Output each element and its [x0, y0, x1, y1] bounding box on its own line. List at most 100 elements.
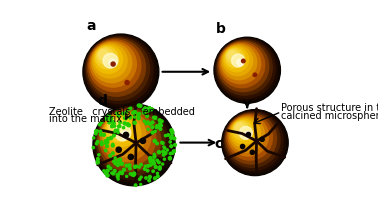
- Circle shape: [163, 146, 165, 148]
- Circle shape: [171, 131, 174, 134]
- Circle shape: [138, 166, 140, 168]
- Circle shape: [139, 178, 141, 180]
- Circle shape: [152, 170, 154, 172]
- Circle shape: [156, 125, 158, 128]
- Circle shape: [125, 117, 127, 120]
- Circle shape: [116, 112, 118, 114]
- Circle shape: [140, 183, 142, 186]
- Circle shape: [169, 157, 172, 160]
- Circle shape: [155, 127, 158, 129]
- Circle shape: [227, 115, 273, 160]
- Circle shape: [111, 125, 113, 128]
- Circle shape: [217, 40, 272, 95]
- Circle shape: [95, 130, 98, 132]
- Circle shape: [174, 144, 177, 146]
- Circle shape: [85, 36, 153, 104]
- Circle shape: [101, 141, 103, 143]
- Circle shape: [108, 114, 110, 117]
- Circle shape: [149, 158, 151, 160]
- Circle shape: [161, 142, 164, 144]
- Circle shape: [233, 121, 253, 140]
- Circle shape: [242, 59, 245, 63]
- Circle shape: [101, 112, 151, 161]
- Circle shape: [111, 172, 113, 174]
- Circle shape: [114, 125, 116, 127]
- Circle shape: [117, 178, 119, 180]
- Circle shape: [147, 108, 149, 110]
- Circle shape: [117, 115, 120, 117]
- Circle shape: [116, 175, 119, 178]
- Circle shape: [145, 122, 147, 125]
- Circle shape: [97, 48, 113, 64]
- Circle shape: [169, 141, 171, 143]
- Text: Porous structure in the: Porous structure in the: [281, 103, 378, 113]
- Circle shape: [219, 42, 265, 88]
- Circle shape: [93, 137, 95, 139]
- Circle shape: [152, 131, 154, 134]
- Circle shape: [115, 125, 131, 141]
- Circle shape: [119, 121, 121, 124]
- Circle shape: [166, 149, 169, 151]
- Circle shape: [134, 165, 136, 168]
- Circle shape: [84, 35, 158, 109]
- Circle shape: [118, 125, 120, 128]
- Circle shape: [151, 131, 153, 134]
- Circle shape: [151, 121, 154, 124]
- Circle shape: [170, 145, 173, 148]
- Circle shape: [129, 173, 131, 175]
- Circle shape: [99, 110, 156, 166]
- Circle shape: [94, 105, 174, 185]
- Circle shape: [150, 108, 153, 111]
- Circle shape: [125, 111, 128, 113]
- Circle shape: [149, 159, 152, 161]
- Circle shape: [223, 46, 253, 76]
- Circle shape: [134, 184, 137, 186]
- Circle shape: [164, 152, 167, 154]
- Circle shape: [220, 43, 261, 84]
- Text: c: c: [215, 137, 223, 151]
- Circle shape: [164, 147, 166, 149]
- Circle shape: [120, 162, 124, 165]
- Circle shape: [240, 144, 245, 149]
- Circle shape: [106, 141, 109, 144]
- Circle shape: [111, 125, 114, 128]
- Circle shape: [113, 122, 115, 124]
- Circle shape: [91, 43, 132, 83]
- Circle shape: [122, 127, 125, 129]
- Circle shape: [149, 109, 151, 111]
- Circle shape: [153, 140, 156, 142]
- Circle shape: [93, 104, 175, 186]
- Circle shape: [134, 165, 137, 168]
- Circle shape: [92, 147, 94, 149]
- Circle shape: [133, 173, 136, 175]
- Circle shape: [149, 123, 151, 125]
- Circle shape: [156, 125, 160, 128]
- Circle shape: [160, 124, 162, 127]
- Circle shape: [161, 141, 163, 144]
- Circle shape: [84, 36, 156, 106]
- Circle shape: [110, 136, 113, 140]
- Circle shape: [104, 142, 106, 144]
- Circle shape: [232, 119, 256, 144]
- Circle shape: [116, 164, 119, 167]
- Circle shape: [83, 34, 159, 109]
- Circle shape: [102, 133, 105, 136]
- Circle shape: [109, 119, 112, 121]
- Circle shape: [171, 134, 173, 137]
- Circle shape: [237, 59, 243, 66]
- Circle shape: [117, 131, 119, 133]
- Circle shape: [132, 111, 135, 114]
- Circle shape: [109, 154, 112, 157]
- Circle shape: [123, 122, 126, 125]
- Circle shape: [229, 117, 265, 152]
- Circle shape: [137, 113, 140, 116]
- Circle shape: [167, 134, 170, 136]
- Circle shape: [158, 161, 160, 164]
- Circle shape: [151, 126, 154, 129]
- Circle shape: [107, 115, 110, 118]
- Circle shape: [104, 172, 107, 175]
- Circle shape: [105, 145, 108, 148]
- Circle shape: [225, 112, 280, 167]
- Circle shape: [148, 107, 151, 110]
- Circle shape: [110, 121, 121, 132]
